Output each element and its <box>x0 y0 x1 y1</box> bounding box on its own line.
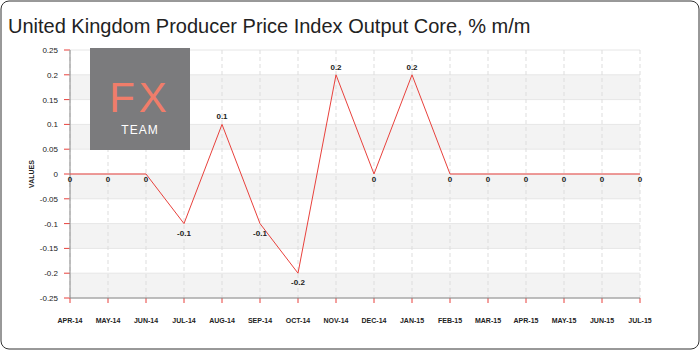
data-label: 0 <box>562 175 567 184</box>
tick-label: -0.05 <box>40 195 59 204</box>
grid-band <box>70 273 640 298</box>
data-label: 0 <box>372 175 377 184</box>
tick-mark <box>64 198 70 199</box>
tick-label: MAY-14 <box>96 317 121 324</box>
tick-mark <box>70 298 71 303</box>
axis-label: VALUES <box>28 160 35 188</box>
tick-label: NOV-14 <box>324 317 349 324</box>
tick-mark <box>64 248 70 249</box>
data-label: -0.2 <box>291 278 305 287</box>
tick-mark <box>336 298 337 303</box>
data-label: 0 <box>600 175 605 184</box>
grid-line <box>70 198 640 199</box>
data-label: 0 <box>448 175 453 184</box>
tick-label: JAN-15 <box>400 317 424 324</box>
tick-mark <box>64 298 70 299</box>
tick-mark <box>64 99 70 100</box>
data-label: 0 <box>638 175 643 184</box>
tick-mark <box>602 298 603 303</box>
chart: -0.25 -0.2 -0.15 -0.1 -0.05 0 0.05 0.1 0.15 0.2 0.… <box>0 0 700 350</box>
tick-label: JUN-14 <box>134 317 158 324</box>
tick-label: -0.2 <box>44 269 58 278</box>
data-label: 0.1 <box>216 112 228 121</box>
data-label: 0 <box>106 175 111 184</box>
tick-label: -0.1 <box>44 220 58 229</box>
tick-mark <box>184 298 185 303</box>
tick-label: 0.15 <box>42 96 58 105</box>
tick-label: DEC-14 <box>362 317 387 324</box>
grid-line <box>336 50 337 298</box>
data-label: 0 <box>524 175 529 184</box>
tick-mark <box>260 298 261 303</box>
tick-label: APR-14 <box>58 317 83 324</box>
tick-mark <box>640 298 641 303</box>
tick-mark <box>564 298 565 303</box>
tick-mark <box>450 298 451 303</box>
tick-label: 0.1 <box>47 120 59 129</box>
tick-label: 0 <box>54 170 59 179</box>
series <box>70 75 640 273</box>
title: United Kingdom Producer Price Index Outp… <box>8 15 530 37</box>
tick-mark <box>298 298 299 303</box>
tick-mark <box>146 298 147 303</box>
tick-label: 0.2 <box>47 71 59 80</box>
logo-text: TEAM <box>121 123 158 137</box>
tick-label: 0.25 <box>42 46 58 55</box>
border <box>1 1 699 349</box>
data-label: 0.2 <box>330 63 342 72</box>
tick-mark <box>64 124 70 125</box>
tick-label: 0.05 <box>42 145 58 154</box>
tick-label: MAY-15 <box>552 317 577 324</box>
tick-mark <box>374 298 375 303</box>
tick-mark <box>64 273 70 274</box>
tick-label: AUG-14 <box>209 317 235 324</box>
tick-label: -0.25 <box>40 294 59 303</box>
tick-label: JUL-15 <box>628 317 651 324</box>
data-label: -0.1 <box>177 229 191 238</box>
tick-mark <box>64 149 70 150</box>
logo: FX TEAM <box>90 48 190 150</box>
data-label: 0 <box>486 175 491 184</box>
data-label: 0.2 <box>406 63 418 72</box>
grid-line <box>222 50 223 298</box>
tick-label: -0.15 <box>40 244 59 253</box>
grid-line <box>70 298 640 299</box>
grid-line <box>298 50 299 298</box>
tick-mark <box>108 298 109 303</box>
grid-line <box>260 50 261 298</box>
x-axis <box>70 298 640 299</box>
grid-line <box>412 50 413 298</box>
grid-band <box>70 224 640 249</box>
tick-mark <box>526 298 527 303</box>
tick-label: JUN-15 <box>590 317 614 324</box>
grid-line <box>70 273 640 274</box>
tick-label: JUL-14 <box>172 317 195 324</box>
tick-mark <box>488 298 489 303</box>
data-label: 0 <box>144 175 149 184</box>
grid-line <box>70 248 640 249</box>
tick-label: SEP-14 <box>248 317 272 324</box>
tick-mark <box>64 223 70 224</box>
line <box>70 75 640 273</box>
data-label: -0.1 <box>253 229 267 238</box>
tick-label: OCT-14 <box>286 317 311 324</box>
data-label: 0 <box>68 175 73 184</box>
grid-line <box>70 223 640 224</box>
tick-label: MAR-15 <box>475 317 501 324</box>
logo-box <box>90 48 190 150</box>
tick-mark <box>412 298 413 303</box>
tick-label: APR-15 <box>514 317 539 324</box>
tick-mark <box>222 298 223 303</box>
tick-label: FEB-15 <box>438 317 462 324</box>
logo-text: FX <box>109 74 171 121</box>
tick-mark <box>64 50 70 51</box>
tick-mark <box>64 74 70 75</box>
